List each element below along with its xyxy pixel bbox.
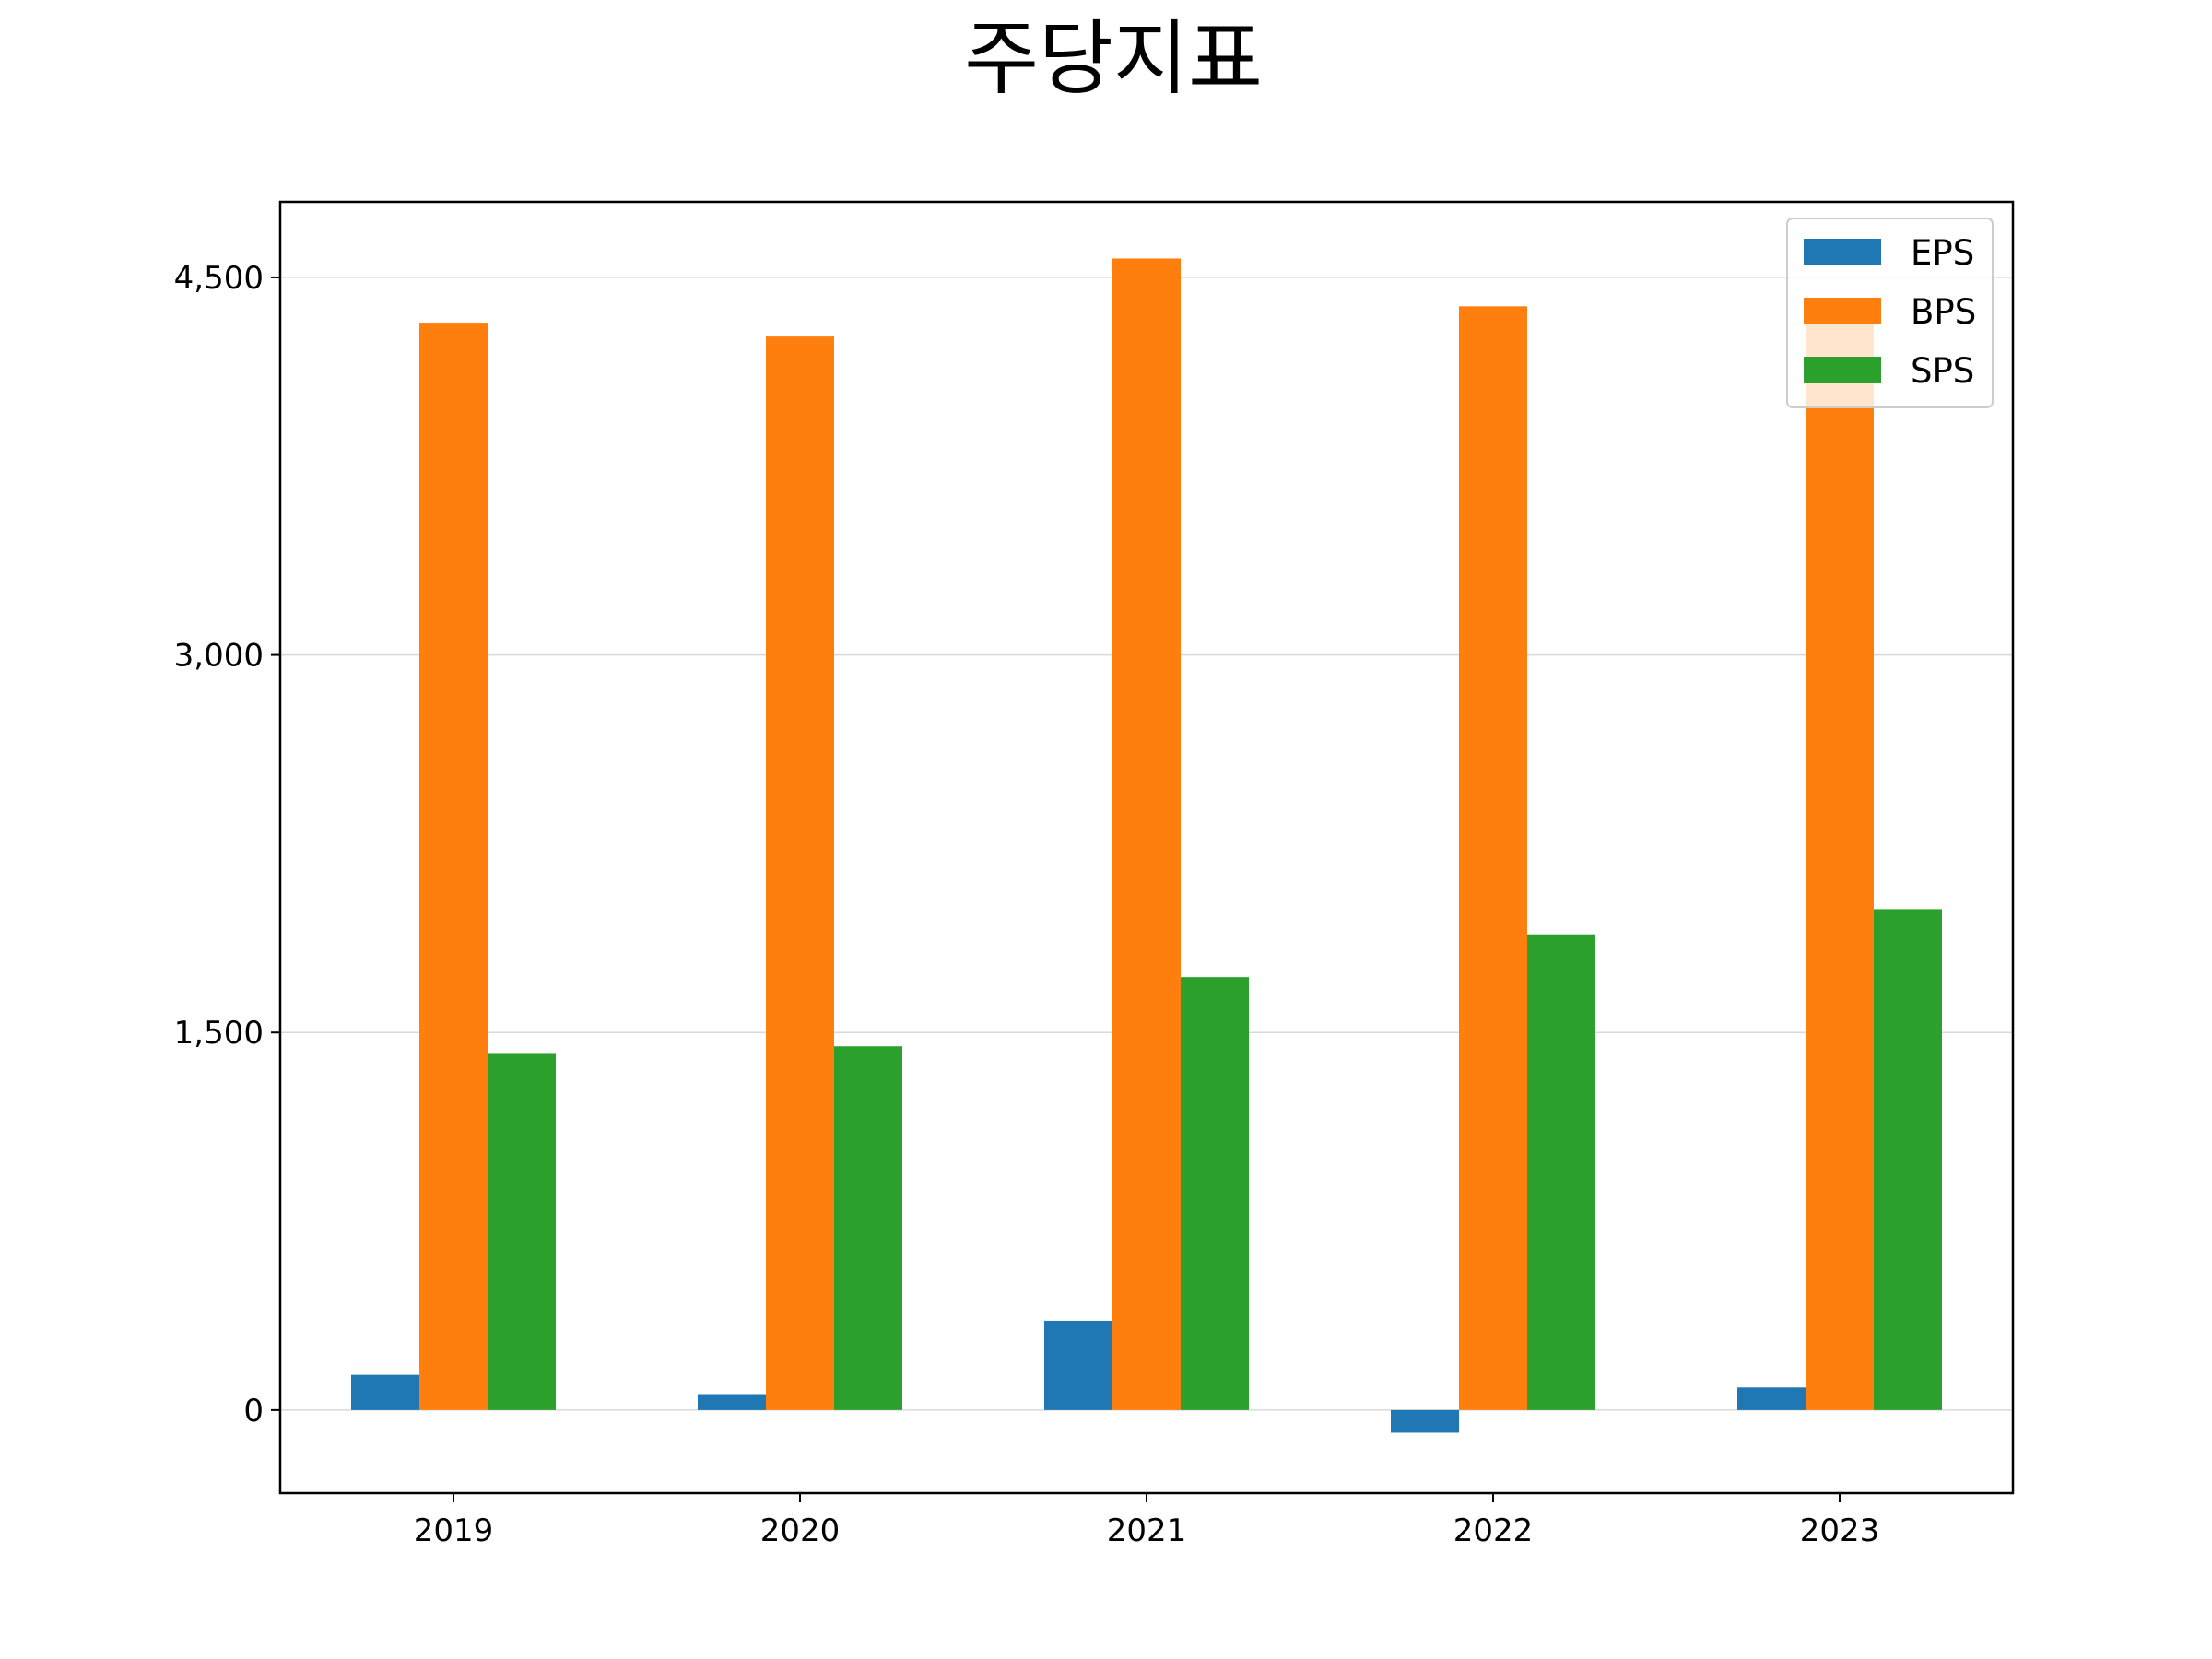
bar-eps-2020 (698, 1394, 766, 1410)
bar-bps-2023 (1806, 307, 1874, 1410)
bar-sps-2022 (1527, 934, 1595, 1410)
x-tick-label: 2020 (760, 1512, 841, 1549)
y-tick-label: 0 (243, 1393, 264, 1430)
bars (351, 258, 1942, 1433)
legend: EPS BPS SPS (1786, 218, 1994, 408)
legend-label-sps: SPS (1911, 351, 1974, 391)
bar-eps-2019 (351, 1374, 419, 1410)
legend-swatch-eps (1804, 239, 1881, 265)
bar-bps-2019 (419, 323, 488, 1410)
x-tick-label: 2019 (414, 1512, 494, 1549)
bar-sps-2021 (1181, 977, 1249, 1410)
x-tick-label: 2022 (1453, 1512, 1534, 1549)
bar-eps-2023 (1737, 1387, 1806, 1410)
legend-swatch-sps (1804, 357, 1881, 383)
bar-eps-2022 (1391, 1409, 1459, 1433)
y-tick-label: 1,500 (174, 1015, 264, 1052)
x-tick-label: 2021 (1107, 1512, 1187, 1549)
x-axis: 2019 2020 2021 2022 2023 (414, 1493, 1880, 1549)
bar-sps-2019 (488, 1053, 556, 1410)
bar-eps-2021 (1044, 1320, 1112, 1410)
legend-swatch-bps (1804, 298, 1881, 324)
bar-sps-2020 (834, 1046, 902, 1410)
bar-sps-2023 (1874, 909, 1942, 1410)
bar-bps-2021 (1112, 258, 1181, 1410)
y-axis: 0 1,500 3,000 4,500 (174, 260, 280, 1430)
bar-bps-2022 (1459, 306, 1527, 1410)
y-tick-label: 4,500 (174, 260, 264, 297)
chart-title: 주당지표 (964, 11, 1263, 106)
bar-bps-2020 (766, 336, 834, 1410)
legend-label-eps: EPS (1911, 233, 1974, 273)
legend-label-bps: BPS (1911, 292, 1976, 332)
x-tick-label: 2023 (1800, 1512, 1880, 1549)
y-tick-label: 3,000 (174, 638, 264, 675)
